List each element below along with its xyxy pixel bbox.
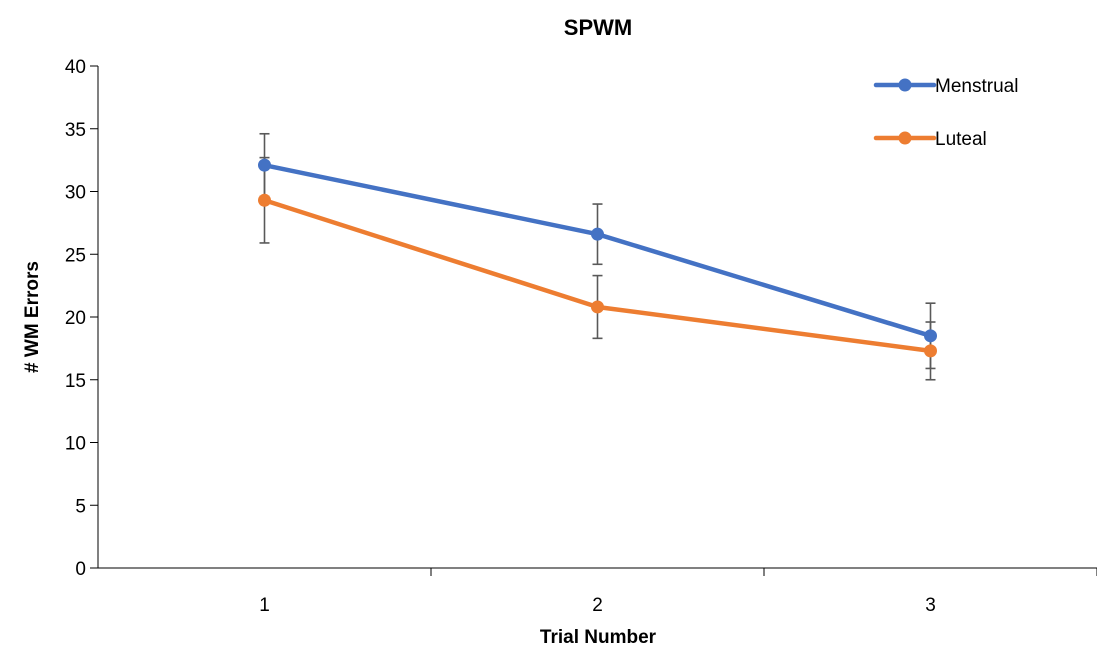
data-point-luteal xyxy=(258,193,271,207)
x-tick-label: 3 xyxy=(925,595,936,616)
legend: Menstrual Luteal xyxy=(873,76,1018,150)
y-tick-label: 35 xyxy=(65,120,86,141)
y-tick-label: 5 xyxy=(75,496,86,517)
data-point-menstrual xyxy=(258,158,271,172)
x-axis-title: Trial Number xyxy=(540,627,657,648)
y-axis-ticks: 0 5 10 15 20 25 30 35 40 xyxy=(65,57,98,580)
y-tick-label: 40 xyxy=(65,57,86,78)
x-axis-ticks: 1 2 3 xyxy=(259,568,1097,616)
legend-label-menstrual: Menstrual xyxy=(935,76,1018,97)
x-tick-label: 1 xyxy=(259,595,270,616)
data-point-luteal xyxy=(591,300,604,314)
data-point-menstrual xyxy=(591,227,604,241)
y-tick-label: 15 xyxy=(65,371,86,392)
series-points xyxy=(258,158,937,358)
y-axis-title: # WM Errors xyxy=(22,261,43,373)
y-tick-label: 25 xyxy=(65,245,86,266)
data-point-menstrual xyxy=(924,329,937,343)
y-tick-label: 20 xyxy=(65,308,86,329)
legend-marker-luteal xyxy=(898,131,912,145)
y-tick-label: 30 xyxy=(65,183,86,204)
error-bars xyxy=(259,132,936,381)
y-tick-label: 0 xyxy=(75,559,86,580)
legend-label-luteal: Luteal xyxy=(935,129,987,150)
y-tick-label: 10 xyxy=(65,434,86,455)
data-point-luteal xyxy=(924,344,937,358)
x-tick-label: 2 xyxy=(592,595,603,616)
chart-title: SPWM xyxy=(564,15,632,40)
legend-marker-menstrual xyxy=(898,78,912,92)
